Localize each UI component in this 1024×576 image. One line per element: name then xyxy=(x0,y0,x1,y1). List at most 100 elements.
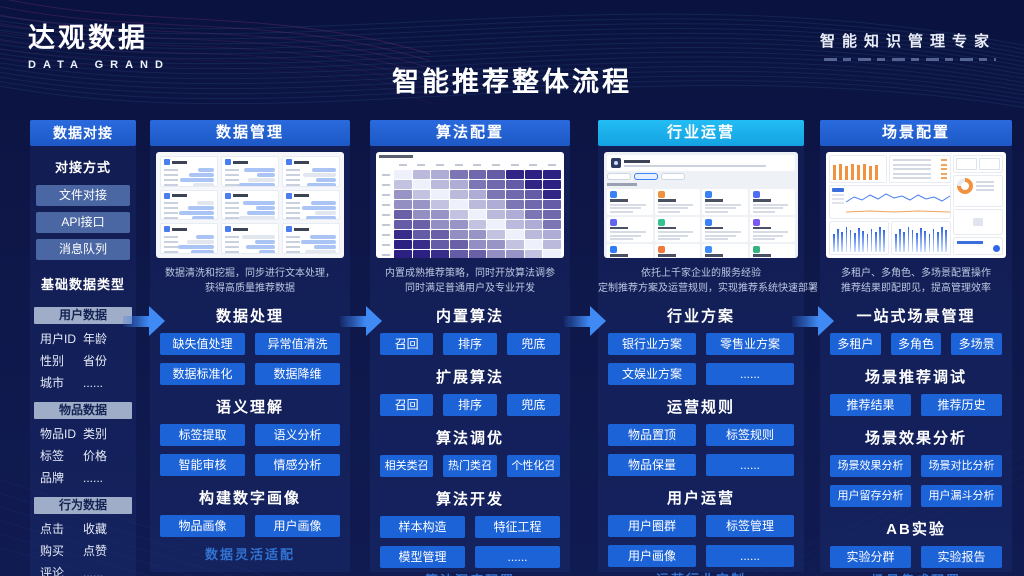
feature-chip[interactable]: 模型管理 xyxy=(380,546,465,568)
column-scene-config: 场景配置 多租户、多角色、多场景配置操作 推荐结果即配即见，提高管理效率 一站式场景管… xyxy=(820,120,1012,576)
data-field: ...... xyxy=(83,376,104,390)
column-data-integration: 数据对接 对接方式 文件对接 API接口 消息队列 基础数据类型 用户数据 用户ID 年龄 性别 省… xyxy=(30,120,136,576)
description-line: 获得高质量推荐数据 xyxy=(205,283,295,294)
data-group-label: 行为数据 xyxy=(34,497,132,514)
logo-en-text: DATA GRAND xyxy=(28,59,170,71)
data-field: 购买 xyxy=(40,544,65,558)
chip-grid: 召回 排序 兜底 xyxy=(380,394,560,416)
tagline-dashes-decoration xyxy=(824,58,996,61)
data-field-row: 城市...... xyxy=(40,372,126,394)
feature-chip[interactable]: 相关类召回 xyxy=(380,455,434,477)
feature-chip[interactable]: 物品画像 xyxy=(160,515,245,537)
section-heading: 行业方案 xyxy=(666,308,735,325)
feature-chip[interactable]: 文娱业方案 xyxy=(608,363,696,385)
data-field: 用户ID xyxy=(40,332,77,346)
feature-chip[interactable]: 标签管理 xyxy=(706,515,794,537)
data-field: 城市 xyxy=(40,376,65,390)
data-field-row: 性别 省份 xyxy=(40,350,126,372)
chip-grid: 多租户 多角色 多场景 xyxy=(830,333,1002,355)
data-field: 年龄 xyxy=(83,332,108,346)
chip-grid: 物品置顶 标签规则 物品保量...... xyxy=(608,424,794,476)
data-field: 价格 xyxy=(83,449,108,463)
chip-grid: 样本构造 特征工程 模型管理...... xyxy=(380,516,560,568)
feature-chip[interactable]: 召回 xyxy=(380,333,434,355)
feature-chip[interactable]: 缺失值处理 xyxy=(160,333,245,355)
feature-chip[interactable]: 智能审核 xyxy=(160,454,245,476)
column-algorithm-config: 算法配置 内置成熟推荐策略，同时开放算法调参 同时满足普通用户及专业开发 内置算法 召回… xyxy=(370,120,570,576)
chip-grid: 缺失值处理 异常值清洗 数据标准化 数据降维 xyxy=(160,333,340,385)
data-management-screenshot xyxy=(156,152,344,258)
feature-chip[interactable]: 推荐结果 xyxy=(830,394,911,416)
feature-chip[interactable]: 异常值清洗 xyxy=(255,333,340,355)
data-field: 评论 xyxy=(40,566,65,576)
feature-chip[interactable]: 情感分析 xyxy=(255,454,340,476)
section-heading: AB实验 xyxy=(886,521,946,538)
chip-grid: 实验分群 实验报告 xyxy=(830,546,1002,568)
description-line: 定制推荐方案及运营规则，实现推荐系统快速部署 xyxy=(598,283,818,294)
feature-chip[interactable]: 银行业方案 xyxy=(608,333,696,355)
feature-chip[interactable]: 实验报告 xyxy=(921,546,1002,568)
section-heading: 运营规则 xyxy=(666,399,735,416)
feature-chip[interactable]: 多租户 xyxy=(830,333,881,355)
feature-chip[interactable]: 数据标准化 xyxy=(160,363,245,385)
connect-mode-chip[interactable]: 文件对接 xyxy=(36,185,130,206)
chip-grid: 召回 排序 兜底 xyxy=(380,333,560,355)
feature-chip[interactable]: ...... xyxy=(706,363,794,385)
feature-chip[interactable]: 排序 xyxy=(443,333,497,355)
feature-chip[interactable]: 标签规则 xyxy=(706,424,794,446)
description-line: 推荐结果即配即见，提高管理效率 xyxy=(841,283,991,294)
feature-chip[interactable]: 样本构造 xyxy=(380,516,465,538)
feature-chip[interactable]: 兜底 xyxy=(506,394,560,416)
feature-chip[interactable]: ...... xyxy=(706,454,794,476)
column-industry-operation: 行业运营 依托上千家企业的服务经验 定制推荐方案及运营规则，实现推荐系统快速部署 行业… xyxy=(598,120,818,576)
column-description: 数据清洗和挖掘，同步进行文本处理， 获得高质量推荐数据 xyxy=(150,266,350,296)
feature-chip[interactable]: 用户漏斗分析 xyxy=(921,485,1002,507)
data-group-label: 用户数据 xyxy=(34,307,132,324)
flow-arrow-icon xyxy=(792,306,838,336)
description-line: 内置成熟推荐策略，同时开放算法调参 xyxy=(385,268,555,279)
connect-mode-chip[interactable]: 消息队列 xyxy=(36,239,130,260)
feature-chip[interactable]: 场景效果分析 xyxy=(830,455,911,477)
feature-chip[interactable]: 数据降维 xyxy=(255,363,340,385)
data-field-row: 品牌...... xyxy=(40,467,126,489)
connect-mode-chip[interactable]: API接口 xyxy=(36,212,130,233)
feature-chip[interactable]: 特征工程 xyxy=(475,516,560,538)
section-heading: 对接方式 xyxy=(54,160,111,175)
section-heading: 数据处理 xyxy=(215,308,284,325)
section-heading: 场景推荐调试 xyxy=(864,369,967,386)
feature-chip[interactable]: 个性化召回 xyxy=(506,455,560,477)
section-heading: 构建数字画像 xyxy=(198,490,301,507)
feature-chip[interactable]: 用户画像 xyxy=(608,545,696,567)
feature-chip[interactable]: 物品置顶 xyxy=(608,424,696,446)
feature-chip[interactable]: 语义分析 xyxy=(255,424,340,446)
column-header: 算法配置 xyxy=(370,120,570,146)
section-heading: 用户运营 xyxy=(666,490,735,507)
feature-chip[interactable]: 场景对比分析 xyxy=(921,455,1002,477)
feature-chip[interactable]: 多角色 xyxy=(890,333,942,355)
feature-chip[interactable]: 零售业方案 xyxy=(706,333,794,355)
column-header: 数据对接 xyxy=(30,120,136,146)
feature-chip[interactable]: 召回 xyxy=(380,394,434,416)
feature-chip[interactable]: 兜底 xyxy=(506,333,560,355)
feature-chip[interactable]: 标签提取 xyxy=(160,424,245,446)
feature-chip[interactable]: 推荐历史 xyxy=(921,394,1002,416)
data-field: 性别 xyxy=(40,354,65,368)
feature-chip[interactable]: 实验分群 xyxy=(830,546,911,568)
data-field-row: 用户ID 年龄 xyxy=(40,328,126,350)
feature-chip[interactable]: 热门类召回 xyxy=(443,455,497,477)
feature-chip[interactable]: 多场景 xyxy=(951,333,1002,355)
feature-chip[interactable]: 排序 xyxy=(443,394,497,416)
feature-chip[interactable]: 用户画像 xyxy=(255,515,340,537)
column-footer-label: 算法深度配置 xyxy=(370,570,570,576)
data-field-row: 物品ID 类别 xyxy=(40,423,126,445)
data-group-label: 物品数据 xyxy=(34,402,132,419)
feature-chip[interactable]: 用户留存分析 xyxy=(830,485,911,507)
section-heading: 算法调优 xyxy=(435,430,504,447)
feature-chip[interactable]: ...... xyxy=(706,545,794,567)
data-field: 点赞 xyxy=(83,544,108,558)
feature-chip[interactable]: 用户圈群 xyxy=(608,515,696,537)
feature-chip[interactable]: ...... xyxy=(475,546,560,568)
feature-chip[interactable]: 物品保量 xyxy=(608,454,696,476)
chip-grid: 推荐结果 推荐历史 xyxy=(830,394,1002,416)
